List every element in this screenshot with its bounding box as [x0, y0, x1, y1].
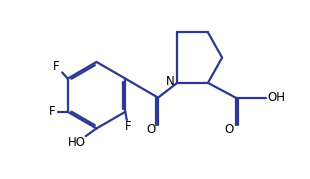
Text: N: N [166, 75, 175, 88]
Text: O: O [147, 123, 156, 136]
Text: OH: OH [267, 91, 285, 104]
Text: F: F [53, 60, 59, 73]
Text: F: F [125, 120, 132, 133]
Text: F: F [48, 105, 55, 118]
Text: O: O [224, 123, 233, 136]
Text: HO: HO [68, 136, 86, 149]
